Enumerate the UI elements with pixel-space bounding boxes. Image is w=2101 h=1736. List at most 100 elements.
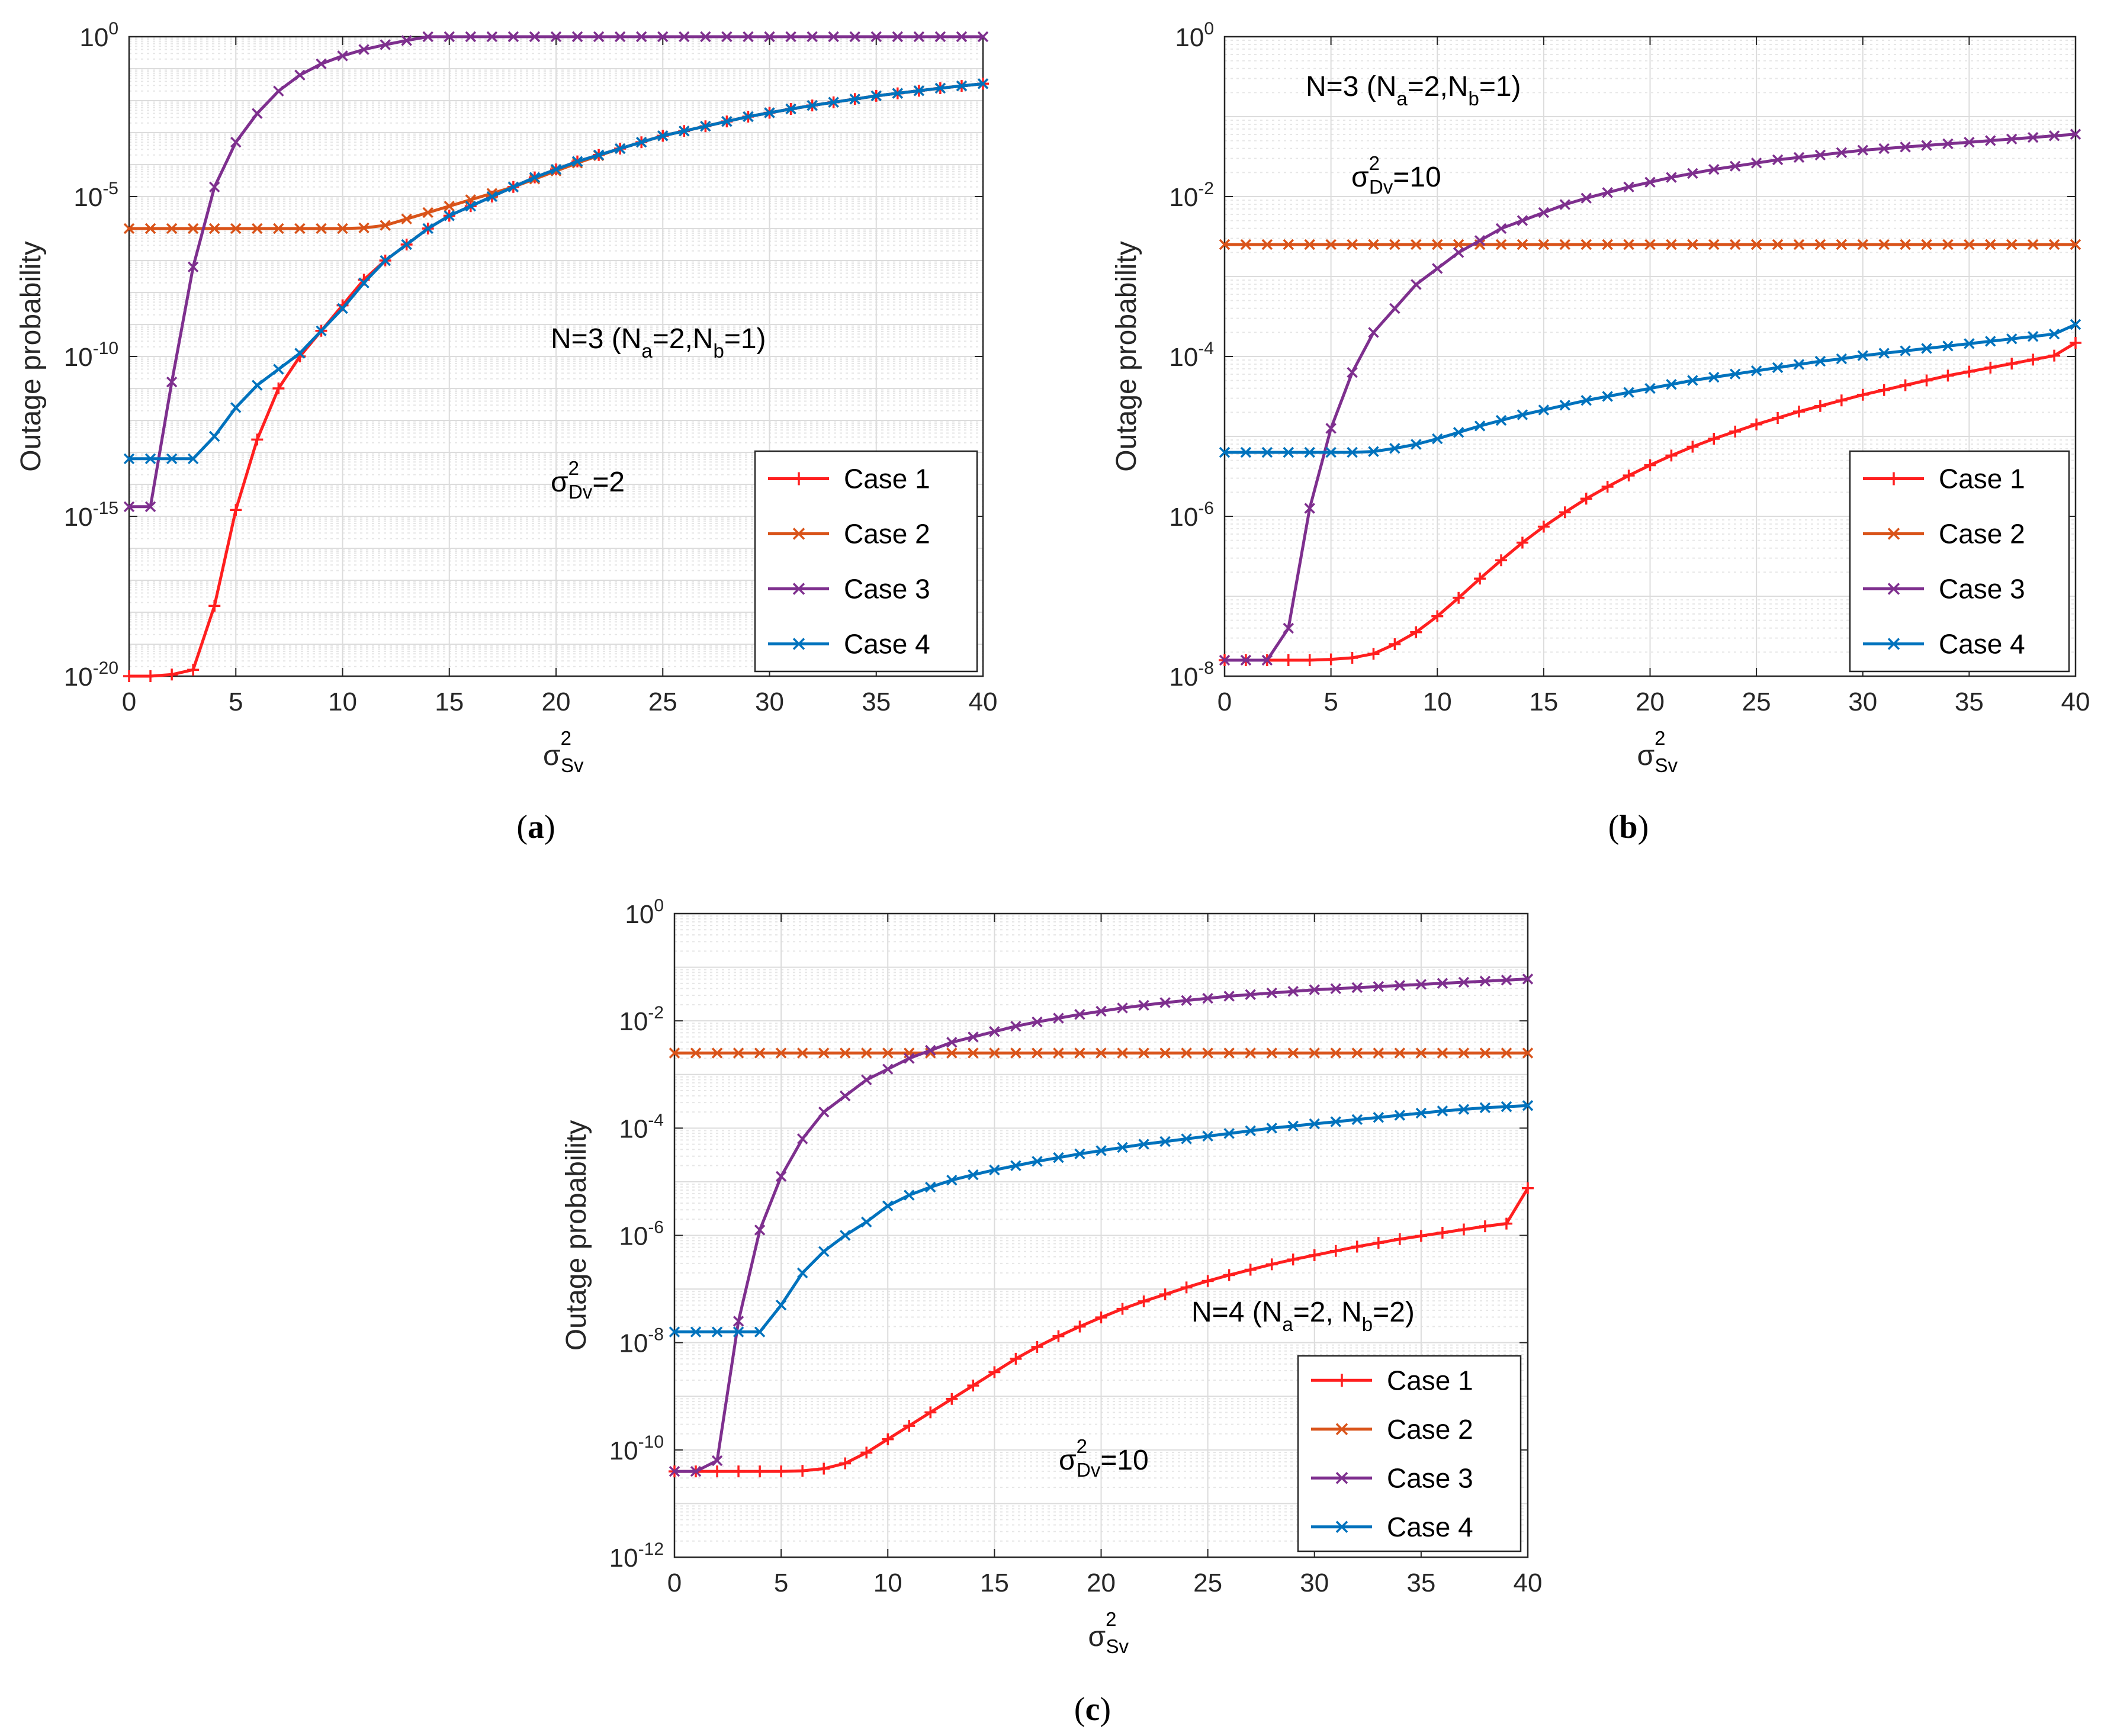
data-point [316,223,327,234]
data-point [988,1366,1001,1378]
y-tick-label: 10-8 [619,1325,664,1358]
data-point [144,670,157,682]
legend-label: Case 3 [1387,1462,1473,1493]
legend-label: Case 1 [1387,1365,1473,1396]
data-point [614,31,626,43]
y-tick-exponent: -4 [1198,339,1214,358]
data-point [1181,1133,1192,1145]
data-point [1479,1102,1491,1114]
legend-label: Case 4 [844,629,930,660]
data-point [571,156,583,167]
legend-item-case-1: Case 1 [768,464,930,494]
legend-item-case-3: Case 3 [1863,574,2025,605]
data-point [989,1026,1000,1037]
data-point [273,364,284,375]
data-point [946,1047,958,1059]
data-point [1138,1047,1149,1059]
data-point [2006,133,2018,145]
data-point [1580,192,1592,204]
data-point [208,430,220,442]
data-point [1942,340,1954,352]
x-tick-label: 40 [969,687,998,716]
data-point [187,664,200,676]
data-point [1602,239,1613,250]
data-point [1431,610,1444,622]
annotation-n: N=4 (Na=2, Nb=2) [1191,1297,1415,1335]
caption-paren: ( [516,809,528,846]
data-point [775,1171,787,1182]
data-point [764,107,775,118]
y-tick-exponent: -4 [648,1110,664,1130]
data-point [1032,1156,1043,1167]
data-point [1835,394,1848,407]
data-point [690,1326,702,1338]
data-point [892,88,904,99]
x-tick-label: 20 [1087,1568,1116,1597]
data-point [934,31,946,43]
data-point [2027,331,2039,342]
data-point [2027,131,2039,143]
data-point [1985,135,1996,146]
data-point [775,1465,788,1478]
annotation-superscript: 2 [1369,152,1380,174]
legend: Case 1 Case 2 Case 3 Case 4 [1849,450,2070,673]
data-point [775,1300,787,1311]
data-point [1389,443,1400,454]
data-point [1261,239,1273,250]
y-tick-label: 10-4 [619,1110,664,1143]
data-point [913,31,925,43]
data-point [1900,142,1911,153]
data-point [657,31,669,43]
data-point [1580,493,1592,505]
data-point [1921,343,1932,354]
y-tick-exponent: -8 [1198,658,1214,678]
data-point [123,670,135,682]
data-point [1329,1245,1342,1257]
legend-label: Case 4 [1387,1512,1473,1542]
y-tick-label: 10-6 [619,1218,664,1251]
data-point [422,207,433,218]
data-point [1538,207,1550,218]
data-point [1729,160,1741,172]
y-tick-exponent: -15 [93,499,118,518]
data-point [316,58,327,70]
data-point [1389,239,1400,250]
data-point [1921,239,1932,250]
annotation-sigma: σ2 Dv=10 [1059,1435,1149,1481]
data-point [1309,1118,1320,1130]
data-point [1921,140,1932,151]
data-point [860,1216,872,1228]
data-point [1856,388,1869,401]
data-point [1117,1142,1128,1153]
x-label-superscript: 2 [561,727,571,749]
y-axis-label: Outage probability [15,241,47,472]
x-label-superscript: 2 [1106,1608,1116,1630]
data-point [1240,239,1252,250]
y-tick-label: 100 [625,896,664,929]
data-point [807,31,818,43]
x-label-symbol: σ [1637,740,1655,771]
data-point [968,1047,979,1059]
data-point [903,1420,915,1432]
data-point [764,31,775,43]
data-point [1772,239,1784,250]
data-point [754,1326,766,1338]
data-point [721,31,733,43]
data-point [208,181,220,193]
data-point [593,149,605,161]
data-point [679,126,690,137]
data-point [337,303,348,314]
caption-letter: a [528,809,544,846]
y-tick-base: 10 [1169,503,1198,532]
data-point [1623,239,1634,250]
data-point [1623,181,1634,193]
y-tick-label: 10-2 [619,1003,664,1036]
data-point [989,1164,1000,1176]
data-point [1368,446,1379,457]
annotation-part: =2) [1373,1297,1415,1328]
data-point [989,1047,1000,1059]
data-point [1351,1114,1363,1126]
y-tick-base: 10 [1169,663,1198,692]
data-point [743,111,754,123]
data-point [529,31,541,43]
